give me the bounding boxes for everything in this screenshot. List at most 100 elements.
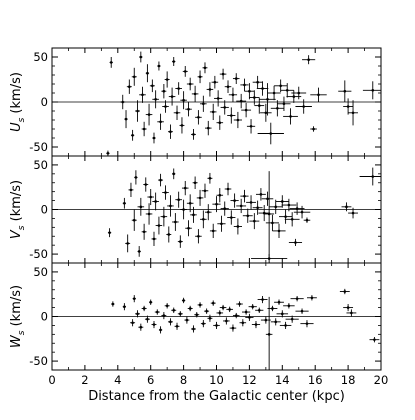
x-tick-label: 0: [48, 373, 55, 387]
u-point: [204, 120, 212, 136]
u-point-marker: [128, 85, 131, 88]
w-point-marker: [146, 317, 149, 321]
w-point-marker: [139, 325, 143, 329]
u-point: [149, 79, 155, 93]
w-point-marker: [281, 312, 284, 316]
v-point-marker: [147, 212, 151, 216]
v-point-marker: [230, 216, 233, 219]
v-point: [200, 210, 207, 229]
u-point: [220, 100, 229, 115]
w-points: [111, 288, 380, 370]
u-point-marker: [236, 118, 240, 122]
v-point-marker: [220, 222, 223, 226]
v-point: [236, 198, 247, 214]
w-y-tick-label: 0: [41, 310, 48, 324]
v-ticks: -50 0 50: [29, 155, 382, 264]
v-point-marker: [126, 242, 129, 245]
u-point-marker: [203, 66, 207, 70]
v-point: [249, 213, 260, 230]
w-point-marker: [185, 318, 189, 322]
w-point-marker: [287, 304, 291, 308]
w-point: [197, 302, 203, 308]
u-point: [173, 105, 181, 120]
u-point: [310, 87, 327, 102]
u-y-tick-label: -50: [29, 140, 48, 154]
v-point-marker: [134, 176, 138, 179]
v-point: [122, 197, 127, 209]
u-point: [302, 55, 316, 65]
u-point-marker: [257, 104, 261, 107]
v-point-marker: [108, 231, 111, 234]
v-point-marker: [246, 214, 250, 218]
u-point: [224, 80, 232, 93]
u-point-marker: [244, 108, 248, 112]
v-point: [185, 220, 192, 237]
u-point-marker: [152, 136, 156, 140]
u-point: [139, 86, 146, 103]
w-point-marker: [149, 300, 152, 304]
x-tick-label: 6: [147, 373, 154, 387]
u-point-marker: [297, 91, 301, 95]
v-point: [233, 218, 242, 235]
u-point: [246, 119, 256, 134]
u-point: [167, 124, 173, 139]
v-point: [152, 192, 159, 211]
v-point: [242, 208, 253, 223]
u-point: [152, 90, 159, 109]
u-point: [343, 98, 354, 115]
u-point: [256, 81, 269, 96]
v-point: [137, 197, 145, 216]
u-point: [362, 81, 381, 100]
u-point-marker: [180, 124, 184, 127]
x-tick-labels: 0 2 4 6 8 10 12 14 16 18 20: [48, 373, 388, 387]
v-point: [284, 212, 300, 227]
u-point: [277, 96, 291, 111]
v-point-marker: [345, 205, 348, 209]
w-point-marker: [195, 313, 199, 317]
v-point: [220, 201, 229, 216]
v-point: [181, 180, 189, 196]
v-point: [293, 205, 311, 219]
u-point: [259, 83, 276, 116]
u-point-marker: [264, 111, 268, 115]
v-point: [275, 195, 289, 208]
v-point-marker: [164, 191, 167, 194]
v-point-marker: [271, 221, 274, 225]
v-point: [261, 191, 274, 206]
u-point-marker: [192, 133, 195, 136]
u-point: [267, 85, 281, 101]
u-point-marker: [211, 110, 215, 114]
v-point-marker: [179, 240, 182, 243]
w-point-marker: [310, 296, 314, 300]
v-point-marker: [202, 218, 205, 221]
u-point: [283, 108, 298, 125]
v-y-tick-label: 0: [41, 203, 48, 217]
w-point: [241, 309, 251, 315]
u-point: [161, 84, 167, 99]
u-point-marker: [231, 93, 235, 97]
w-point-marker: [159, 328, 162, 332]
v-point: [251, 254, 288, 263]
v-point-marker: [137, 250, 141, 253]
v-point-marker: [243, 194, 246, 198]
w-point-marker: [211, 301, 215, 305]
w-point: [132, 295, 136, 303]
w-point-marker: [169, 320, 172, 324]
x-tick-label: 16: [308, 373, 323, 387]
w-point: [204, 308, 210, 314]
w-point: [346, 309, 357, 317]
u-ticks: -50 0 50: [29, 47, 382, 157]
u-point-marker: [151, 84, 154, 88]
v-point-marker: [274, 205, 278, 209]
v-point: [155, 216, 163, 235]
u-point: [228, 87, 238, 102]
w-y-tick-label: 50: [33, 265, 48, 279]
w-point: [210, 300, 216, 306]
w-point-marker: [350, 311, 353, 315]
v-point: [204, 204, 212, 221]
w-point: [216, 310, 224, 316]
u-point: [145, 64, 150, 83]
w-point: [232, 312, 240, 319]
w-y-tick-label: -50: [29, 354, 48, 368]
